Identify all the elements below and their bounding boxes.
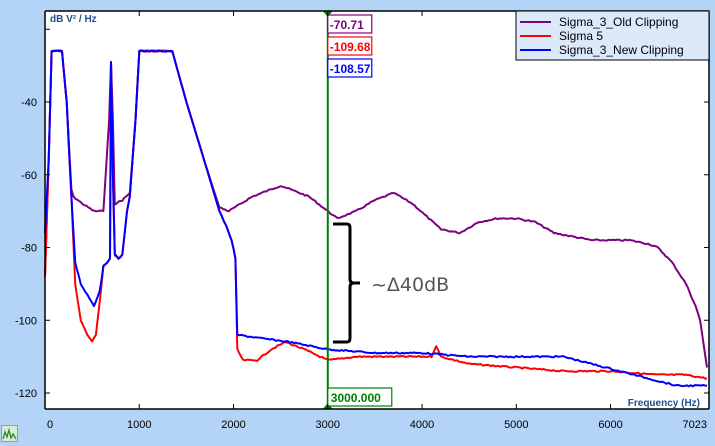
y-tick-label: -120 [15,388,37,400]
x-tick-label: 4000 [410,419,434,431]
plot-area[interactable] [45,11,709,409]
x-tick-label: 6000 [598,419,622,431]
y-tick-label: -80 [21,243,37,255]
cursor-layer[interactable]: -70.71 -109.68 -108.57 3000.000 [322,11,393,409]
cursor-value-box [327,58,373,78]
spectrum-view-icon[interactable] [1,425,18,442]
x-tick-label: 0 [47,419,53,431]
series-layer [44,49,708,388]
cursor-x-value: 3000.000 [331,391,381,405]
series-line-3[interactable] [44,49,708,388]
delta-annotation: ~Δ40dB [371,274,449,296]
cursor-value: -70.71 [330,18,364,32]
ticks-layer: -40 -60 -80 -100 -120 0 1000 2000 3000 4000 5000 60… [15,11,709,431]
annotation-layer: ~Δ40dB [333,222,449,344]
cursor-value: -108.57 [330,62,371,76]
y-unit-label: dB V² / Hz [50,14,97,25]
x-tick-label: 7023 [683,419,707,431]
legend-item-label[interactable]: Sigma_3_New Clipping [559,43,684,57]
x-tick-label: 3000 [316,419,340,431]
cursor-value-box [327,14,373,34]
y-tick-label: -40 [21,97,37,109]
cursor-value: -109.68 [330,40,371,54]
cursor-x-box [327,387,393,407]
cursor-value-box [327,36,373,56]
spectrum-glyph-icon [2,427,17,440]
y-tick-label: -60 [21,170,37,182]
y-tick-label: -100 [15,315,37,327]
legend-item-label[interactable]: Sigma 5 [559,29,603,43]
x-unit-label: Frequency (Hz) [628,398,700,409]
x-tick-label: 1000 [127,419,151,431]
brace-icon [333,222,360,344]
legend-item-label[interactable]: Sigma_3_Old Clipping [559,15,678,29]
x-tick-label: 5000 [504,419,528,431]
x-tick-label: 2000 [221,419,245,431]
